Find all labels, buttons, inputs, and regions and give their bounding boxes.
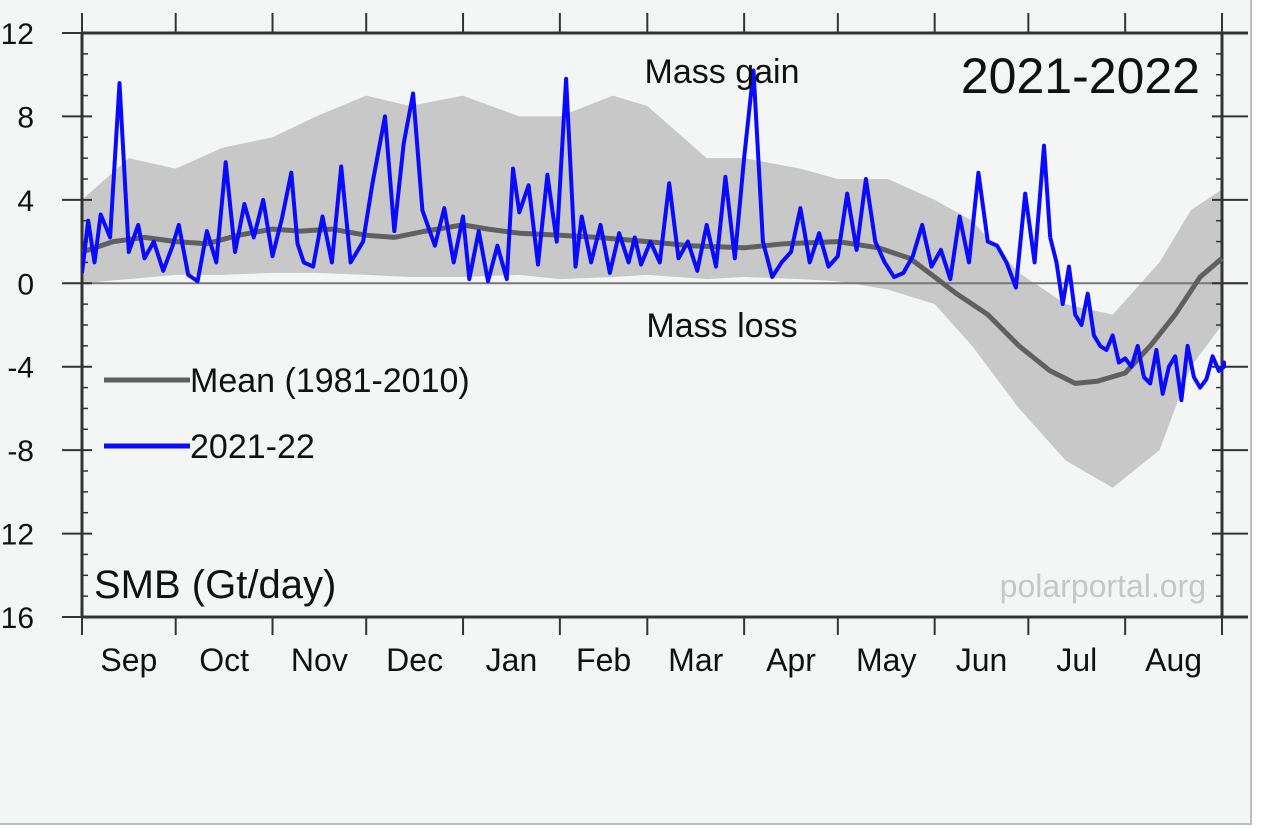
x-tick-label: Sep [100, 642, 157, 678]
y-tick-label: -4 [7, 352, 34, 385]
x-tick-label: Nov [291, 642, 348, 678]
x-tick-label: Jul [1056, 642, 1097, 678]
x-tick-label: Dec [386, 642, 443, 678]
legend: Mean (1981-2010) 2021-22 [104, 362, 470, 466]
series-line-2021-22-melt [1048, 236, 1226, 403]
watermark: polarportal.org [1000, 568, 1206, 604]
mass-gain-annotation: Mass gain [645, 53, 800, 91]
x-tick-label: Jan [486, 642, 538, 678]
x-tick-label: May [856, 642, 916, 678]
x-tick-label: Apr [766, 642, 816, 678]
mass-loss-annotation: Mass loss [646, 307, 797, 345]
series-line-2021-22 [82, 68, 1053, 290]
y-tick-label: -16 [0, 602, 34, 635]
x-tick-label: Oct [199, 642, 249, 678]
legend-label-mean: Mean (1981-2010) [190, 362, 470, 400]
series-lines [82, 68, 1226, 403]
y-tick-label: -12 [0, 519, 34, 552]
range-band-area [82, 95, 1222, 488]
smb-chart: -16 -12 -8 -4 0 4 8 12 Sep Oct Nov Dec Jan Feb Mar Apr… [0, 13, 1248, 678]
x-tick-label: Mar [668, 642, 723, 678]
chart-panel: -16 -12 -8 -4 0 4 8 12 Sep Oct Nov Dec Jan Feb Mar Apr… [0, 0, 1252, 825]
x-axis: Sep Oct Nov Dec Jan Feb Mar Apr May Jun Jul Aug [81, 13, 1223, 678]
y-tick-label: 8 [17, 101, 34, 134]
y-tick-label: 4 [17, 185, 34, 218]
y-tick-label: 0 [17, 268, 34, 301]
plot-frame [80, 31, 1248, 619]
y-axis: -16 -12 -8 -4 0 4 8 12 [0, 18, 1248, 635]
climatology-range-band [82, 95, 1222, 488]
y-tick-label: 12 [1, 18, 34, 51]
x-tick-label: Feb [576, 642, 631, 678]
legend-label-2021-22: 2021-22 [190, 428, 315, 466]
chart-title: 2021-2022 [961, 48, 1200, 104]
y-tick-label: -8 [7, 435, 34, 468]
x-tick-label: Aug [1145, 642, 1202, 678]
y-axis-label: SMB (Gt/day) [94, 563, 336, 607]
x-tick-label: Jun [956, 642, 1008, 678]
